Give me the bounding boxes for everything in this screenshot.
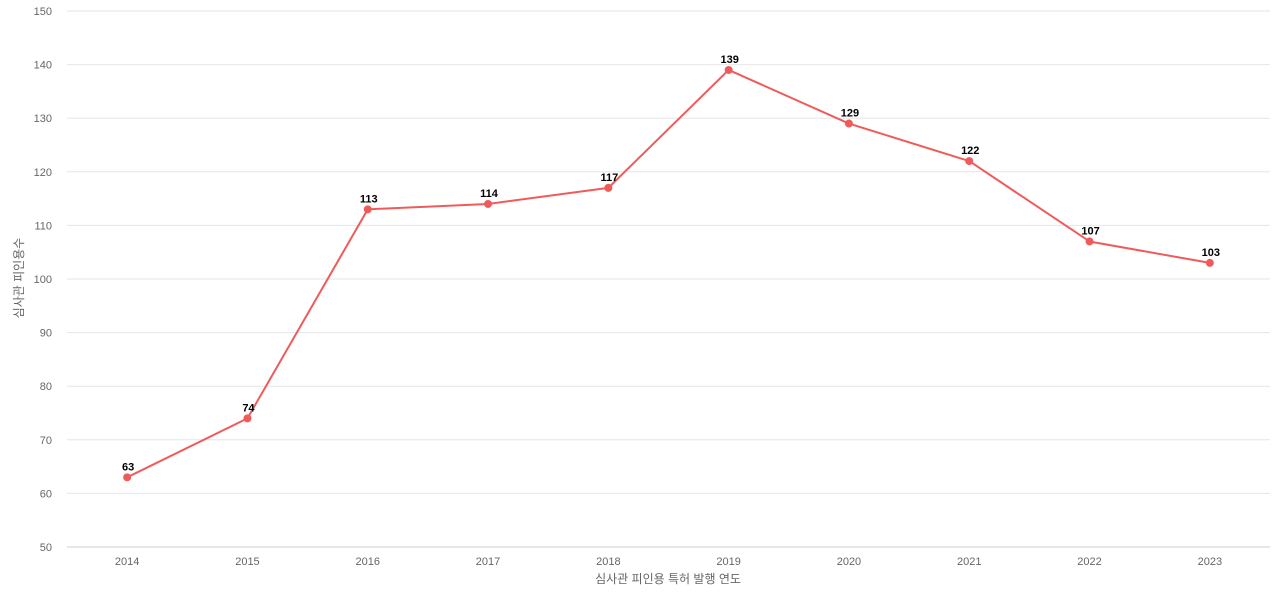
- data-point[interactable]: [724, 65, 733, 74]
- y-tick-label: 80: [40, 381, 52, 393]
- x-tick-label: 2017: [476, 556, 500, 568]
- data-label: 114: [480, 188, 499, 200]
- y-tick-label: 120: [34, 167, 52, 179]
- y-tick-label: 60: [40, 488, 52, 500]
- x-axis-title: 심사관 피인용 특허 발행 연도: [595, 571, 741, 586]
- x-tick-label: 2021: [957, 556, 981, 568]
- x-axis-ticks: 2014 2015 2016 2017 2018 2019 2020 2021 2022 2023: [115, 556, 1222, 568]
- series-line: [126, 68, 1211, 479]
- data-point[interactable]: [604, 183, 613, 192]
- series-line-group: [123, 65, 1214, 482]
- data-point[interactable]: [1205, 258, 1214, 267]
- y-tick-label: 110: [34, 220, 52, 232]
- data-label: 63: [122, 461, 134, 473]
- x-tick-label: 2022: [1077, 556, 1101, 568]
- data-label: 122: [961, 145, 979, 157]
- y-tick-label: 150: [34, 6, 52, 18]
- data-point[interactable]: [965, 157, 974, 166]
- y-tick-label: 100: [34, 274, 52, 286]
- data-label: 139: [720, 54, 738, 66]
- data-label: 103: [1202, 247, 1220, 259]
- x-tick-label: 2016: [356, 556, 380, 568]
- data-labels: 63 74 113 114 117 139 129 122 107 103: [122, 54, 1220, 473]
- x-tick-label: 2018: [596, 556, 620, 568]
- data-point[interactable]: [484, 199, 493, 208]
- y-tick-label: 140: [34, 60, 52, 72]
- y-axis-ticks: 50 60 70 80 90 100 110 120 130 140 150: [34, 6, 52, 554]
- data-point[interactable]: [243, 414, 252, 423]
- data-point[interactable]: [844, 119, 853, 128]
- x-tick-label: 2014: [115, 556, 139, 568]
- x-tick-label: 2020: [837, 556, 861, 568]
- x-tick-label: 2023: [1198, 556, 1222, 568]
- y-tick-label: 130: [34, 113, 52, 125]
- data-label: 113: [360, 193, 378, 205]
- data-label: 129: [841, 108, 859, 120]
- data-label: 117: [600, 172, 618, 184]
- y-tick-label: 50: [40, 542, 52, 554]
- y-tick-label: 90: [40, 328, 52, 340]
- grid-lines: [67, 10, 1270, 548]
- data-point[interactable]: [363, 205, 372, 214]
- data-label: 107: [1081, 225, 1099, 237]
- x-tick-label: 2019: [716, 556, 740, 568]
- data-point[interactable]: [1085, 237, 1094, 246]
- x-tick-label: 2015: [235, 556, 259, 568]
- data-label: 74: [242, 402, 255, 414]
- y-axis-title: 심사관 피인용수: [12, 238, 26, 319]
- y-tick-label: 70: [40, 435, 52, 447]
- data-point[interactable]: [123, 473, 132, 482]
